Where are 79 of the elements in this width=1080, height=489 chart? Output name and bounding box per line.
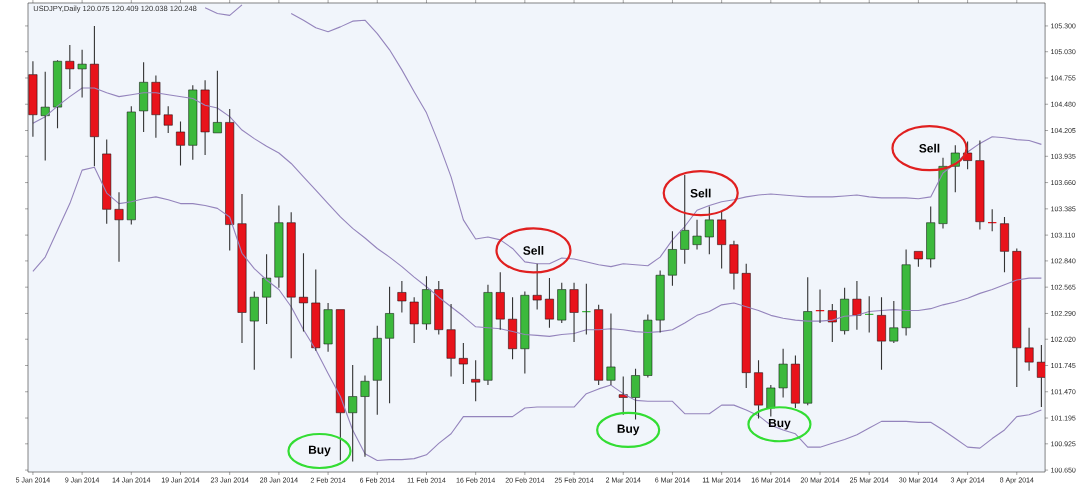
- candlestick: [889, 300, 899, 344]
- candlestick: [557, 282, 567, 324]
- candlestick: [409, 296, 419, 344]
- candlestick: [618, 375, 628, 416]
- candlestick: [545, 277, 554, 329]
- candlestick: [397, 280, 407, 314]
- annotation: Buy: [768, 418, 791, 430]
- candlestick: [249, 290, 259, 371]
- candlestick: [594, 304, 604, 386]
- candlestick: [741, 263, 751, 389]
- candlestick: [778, 348, 788, 399]
- annotation: Sell: [523, 246, 544, 255]
- candlestick: [335, 309, 345, 462]
- candlestick: [704, 205, 714, 255]
- candlestick: [102, 139, 112, 225]
- annotation: Sell: [690, 188, 711, 198]
- candlestick: [655, 269, 665, 334]
- candlestick: [901, 248, 911, 336]
- candlestick: [1024, 327, 1034, 372]
- candlestick: [790, 354, 800, 409]
- candlestick: [237, 193, 247, 344]
- candlestick: [631, 368, 640, 421]
- candlestick: [446, 303, 456, 378]
- candlestick: [754, 359, 763, 420]
- candlestick: [372, 325, 382, 416]
- candlestick: [729, 240, 739, 291]
- candlestick: [151, 75, 161, 139]
- candlestick: [299, 252, 308, 333]
- candlestick: [311, 268, 321, 352]
- annotation: Buy: [308, 445, 331, 457]
- candlestick: [139, 61, 149, 133]
- candlestick: [77, 49, 87, 99]
- annotation: Buy: [617, 424, 640, 436]
- candlestick: [200, 79, 210, 156]
- candlestick: [385, 286, 394, 404]
- candlestick: [520, 290, 530, 375]
- candlestick: [89, 25, 99, 167]
- candlestick: [963, 140, 973, 170]
- candlestick: [877, 296, 886, 371]
- candlestick: [53, 61, 62, 129]
- candlestick: [348, 364, 358, 463]
- candlestick: [262, 253, 272, 325]
- candlestick: [913, 251, 923, 268]
- candlestick: [926, 205, 936, 269]
- candlestick: [680, 174, 690, 265]
- candlestick: [975, 140, 985, 230]
- candlestick: [126, 105, 136, 226]
- candlestick: [225, 108, 235, 251]
- candlestick: [65, 44, 75, 90]
- candlestick: [274, 204, 284, 289]
- candlestick: [483, 284, 493, 386]
- candlestick: [938, 157, 948, 229]
- candlestick: [176, 120, 185, 166]
- candlestick: [212, 70, 222, 134]
- candlestick: [532, 263, 542, 311]
- candlestick: [163, 105, 173, 134]
- candlestick: [1012, 247, 1022, 388]
- candlestick: [717, 210, 727, 270]
- candlestick: [569, 282, 579, 343]
- candlestick: [40, 71, 50, 162]
- candlestick: [360, 374, 370, 458]
- candlestick: [323, 302, 333, 353]
- candlestick: [852, 280, 862, 331]
- candlestick: [692, 219, 702, 250]
- candlestick: [495, 271, 505, 331]
- candlestick: [422, 275, 431, 331]
- annotation: Sell: [919, 143, 940, 153]
- candlestick: [508, 296, 517, 360]
- candlestick: [827, 303, 837, 343]
- candlestick: [803, 276, 813, 406]
- candlestick: [188, 84, 198, 161]
- candlestick: [471, 359, 481, 402]
- candlestick: [458, 342, 468, 385]
- candlestick: [1000, 216, 1009, 273]
- candlestick: [950, 144, 960, 193]
- candlestick: [606, 312, 616, 386]
- candlestick: [668, 230, 677, 287]
- candlestick: [286, 211, 296, 359]
- candlestick: [114, 191, 124, 263]
